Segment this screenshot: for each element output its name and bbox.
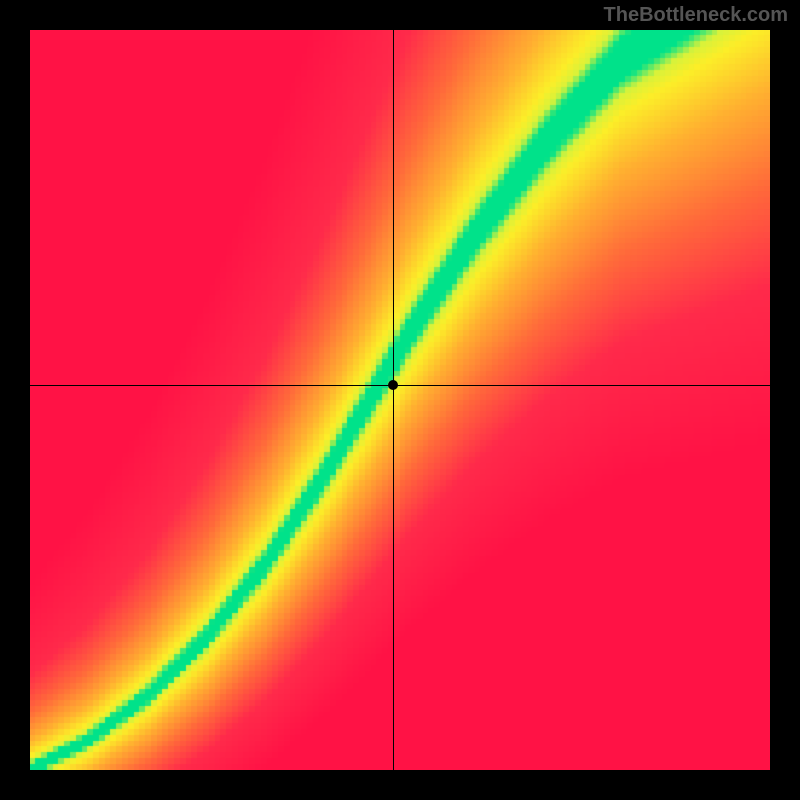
watermark-text: TheBottleneck.com xyxy=(604,4,788,27)
crosshair-horizontal xyxy=(30,385,770,386)
heatmap-canvas xyxy=(30,30,770,770)
crosshair-marker xyxy=(388,380,398,390)
crosshair-vertical xyxy=(393,30,394,770)
heatmap-plot xyxy=(30,30,770,770)
